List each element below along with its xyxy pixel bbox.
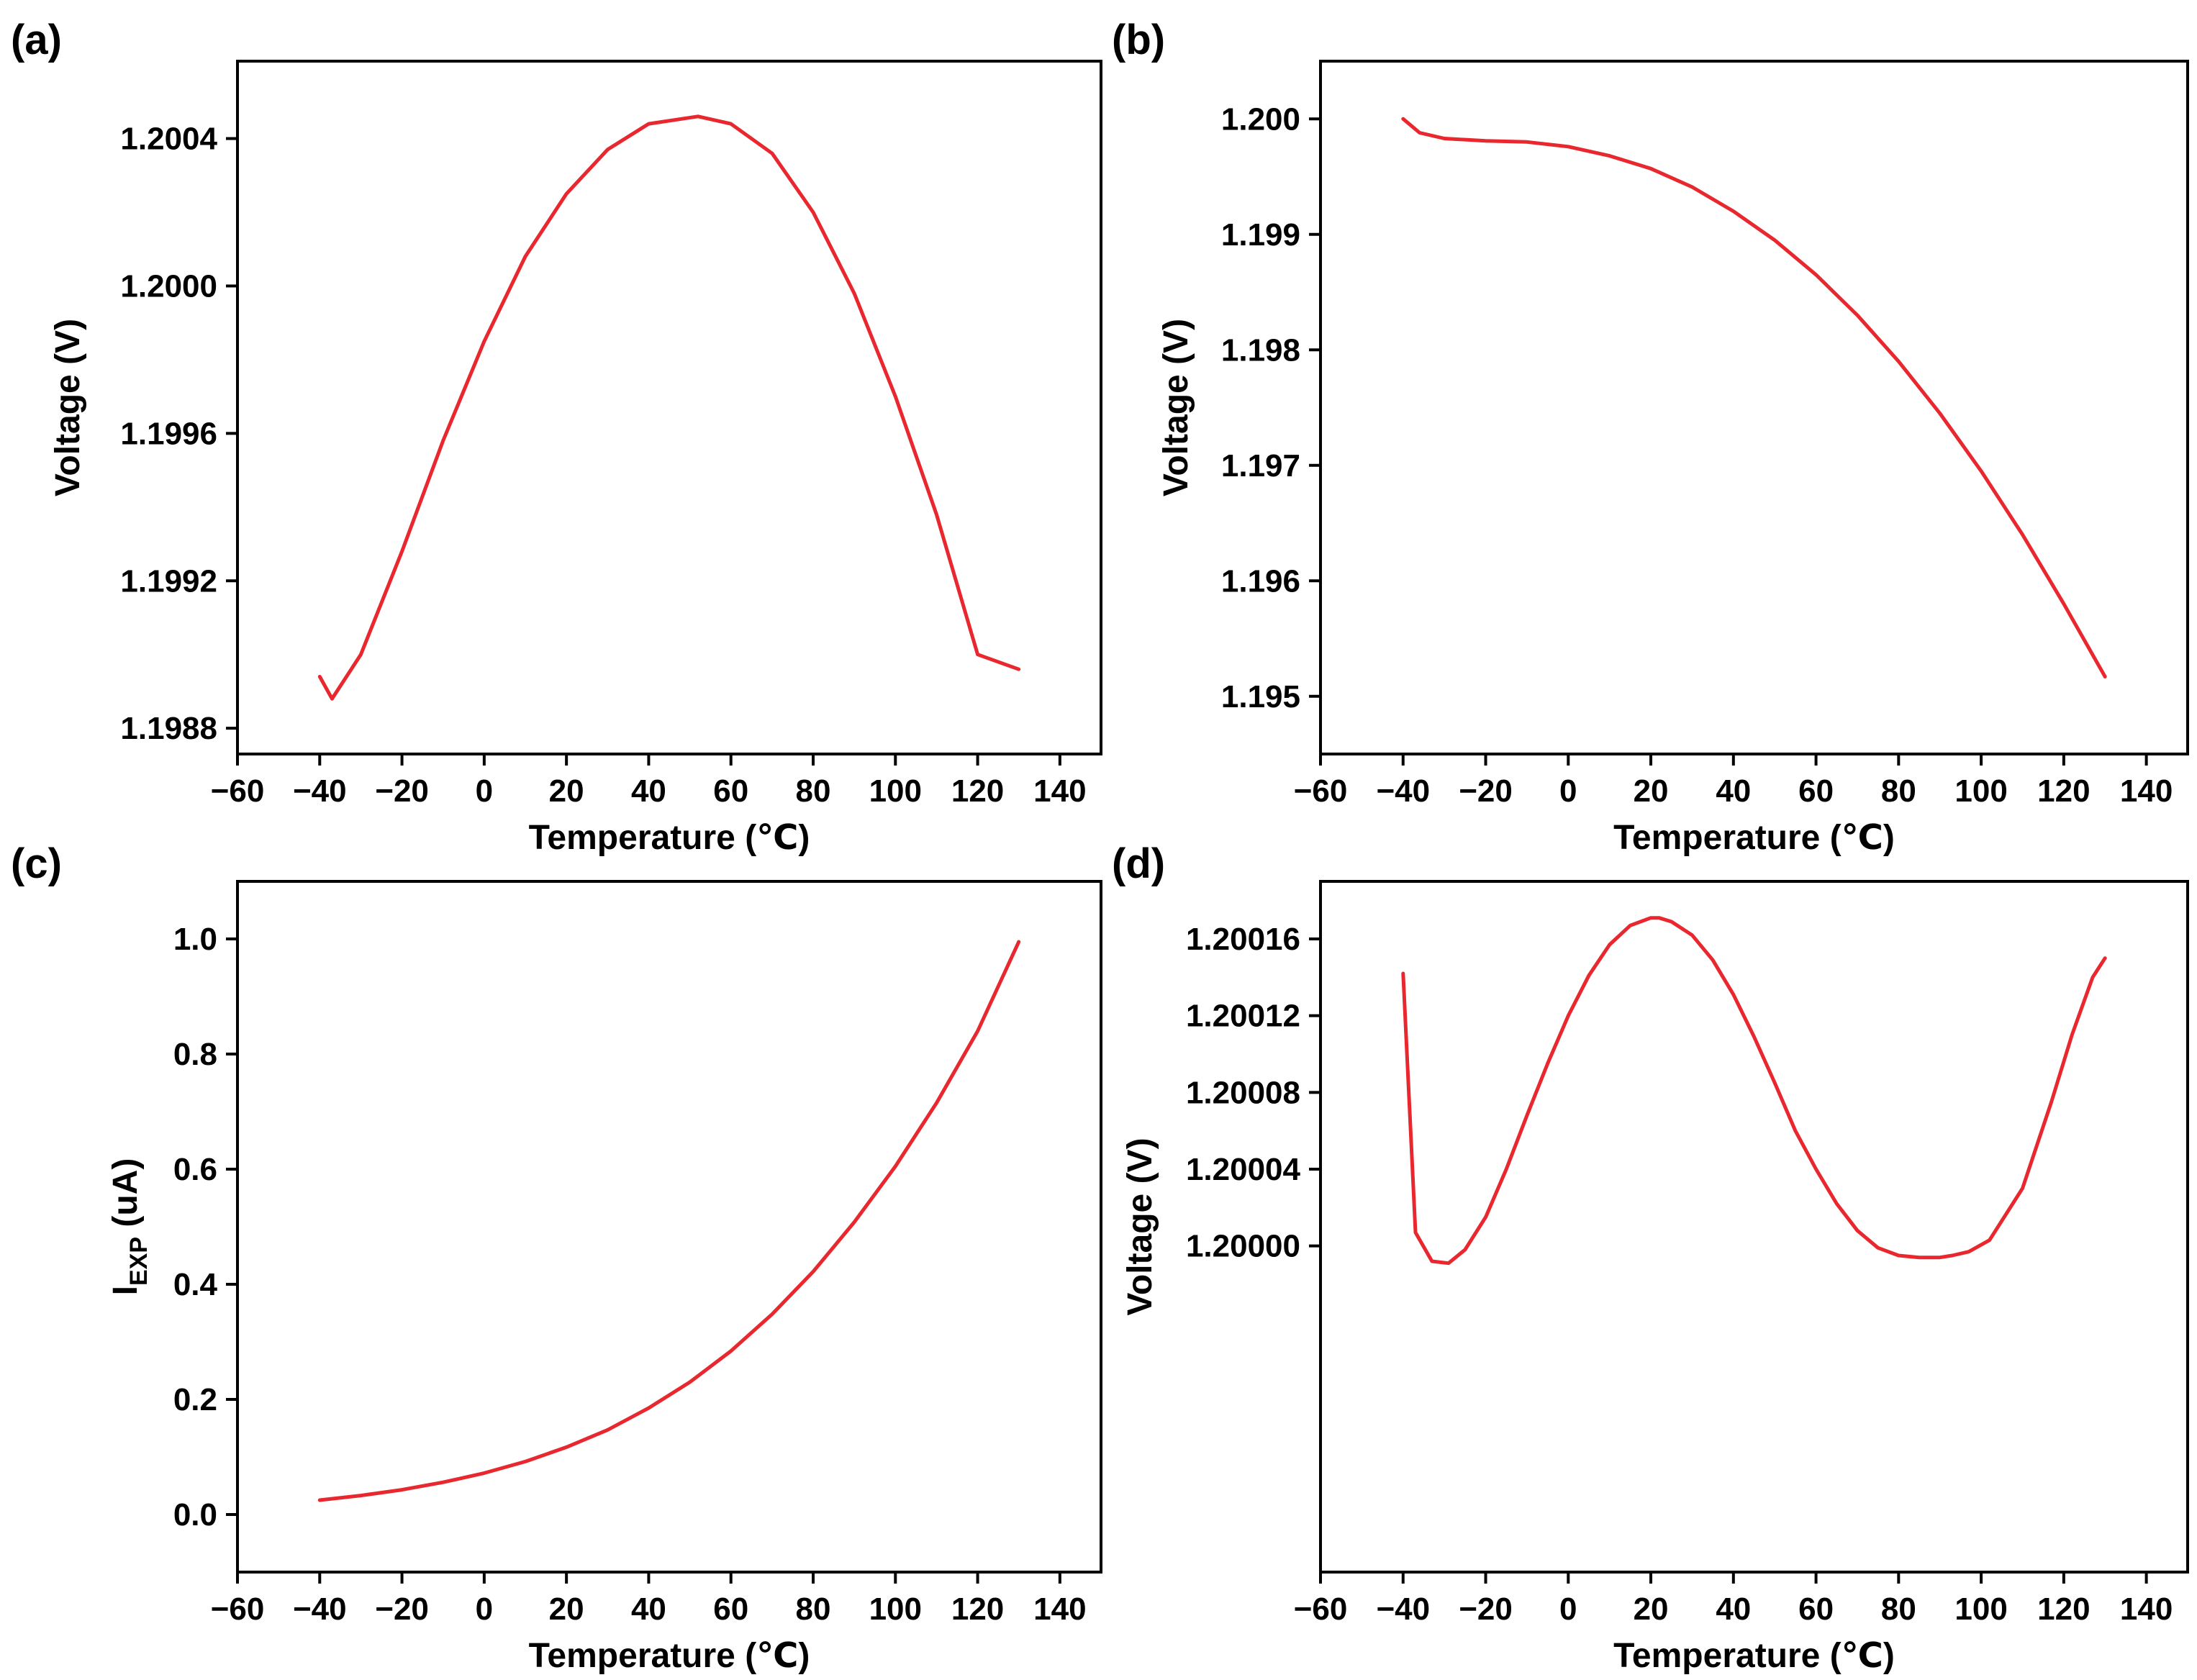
panel-label: (d) xyxy=(1112,840,1165,887)
chart-panel-b: (b) −60 −40 −20 0 20 40 60 80 100 120 140 1.195 1.196… xyxy=(1112,17,2189,857)
x-tick-label: 20 xyxy=(549,1592,584,1627)
y-tick-label: 1.2004 xyxy=(120,122,217,157)
x-tick-label: 80 xyxy=(1881,773,1916,809)
y-axis-title: Voltage (V) xyxy=(49,319,87,496)
x-axis-title: Temperature (℃) xyxy=(529,819,810,857)
y-tick-label: 0.6 xyxy=(173,1152,217,1187)
x-tick-label: −60 xyxy=(1294,773,1348,809)
x-tick-label: 120 xyxy=(2037,773,2090,809)
x-tick-label: −40 xyxy=(293,773,347,809)
y-axis-title: Voltage (V) xyxy=(1157,319,1195,496)
panel-label: (c) xyxy=(11,840,62,887)
plot-frame xyxy=(1319,60,2189,755)
x-tick-label: −40 xyxy=(1376,773,1430,809)
y-tick-label: 1.2000 xyxy=(120,268,217,304)
x-axis-title: Temperature (℃) xyxy=(1613,1637,1895,1675)
series-line-iexp xyxy=(317,940,1021,1502)
x-axis-title: Temperature (℃) xyxy=(1613,819,1895,857)
y-tick-label: 1.20016 xyxy=(1186,922,1300,957)
y-tick-label: 1.195 xyxy=(1221,679,1300,714)
x-tick-label: 120 xyxy=(951,773,1004,809)
x-tick-label: 140 xyxy=(2120,773,2173,809)
x-tick-label: 0 xyxy=(1559,1592,1577,1627)
x-tick-label: 20 xyxy=(1634,773,1669,809)
x-tick-label: 40 xyxy=(631,773,666,809)
x-tick-label: 100 xyxy=(1954,1592,2007,1627)
x-tick-label: 40 xyxy=(1716,773,1751,809)
panel-label: (b) xyxy=(1112,17,1165,63)
y-tick-label: 1.199 xyxy=(1221,217,1300,253)
panel-label: (a) xyxy=(11,17,62,63)
plot-frame xyxy=(236,880,1102,1574)
plot-frame xyxy=(1319,880,2189,1574)
x-tick-label: 80 xyxy=(796,1592,831,1627)
y-tick-label: 1.20012 xyxy=(1186,999,1300,1034)
x-tick-label: 40 xyxy=(631,1592,666,1627)
y-tick-label: 1.1996 xyxy=(120,416,217,451)
x-tick-label: −20 xyxy=(375,773,429,809)
x-tick-label: 140 xyxy=(1033,773,1086,809)
y-tick-label: 1.200 xyxy=(1221,101,1300,137)
y-tick-label: 1.20000 xyxy=(1186,1229,1300,1264)
y-tick-label: 1.0 xyxy=(173,922,217,957)
chart-panel-c: (c) −60 −40 −20 0 20 40 60 80 100 120 140 0.0 0.2 0.4 0… xyxy=(11,840,1102,1675)
y-tick-label: 0.2 xyxy=(173,1382,217,1417)
x-tick-label: 0 xyxy=(1559,773,1577,809)
x-tick-label: 80 xyxy=(1881,1592,1916,1627)
y-tick-label: 1.20004 xyxy=(1186,1152,1301,1187)
x-tick-label: −60 xyxy=(211,1592,265,1627)
series-line-voltage xyxy=(1401,117,2107,678)
x-tick-label: −60 xyxy=(211,773,265,809)
x-tick-label: 100 xyxy=(869,773,922,809)
x-tick-label: 80 xyxy=(796,773,831,809)
x-tick-label: 60 xyxy=(1798,1592,1834,1627)
x-tick-label: 100 xyxy=(1954,773,2007,809)
y-axis-title: Voltage (V) xyxy=(1121,1138,1159,1315)
chart-panel-a: (a) −60 −40 −20 0 20 40 60 80 100 120 140 1.1988 1.19… xyxy=(11,17,1102,857)
x-tick-label: 140 xyxy=(1033,1592,1086,1627)
series-line-voltage xyxy=(1401,916,2107,1266)
chart-panel-d: (d) −60 −40 −20 0 20 40 60 80 100 120 140 1.20000 1.2… xyxy=(1112,840,2189,1675)
x-tick-label: −40 xyxy=(1376,1592,1430,1627)
x-tick-label: 0 xyxy=(476,1592,493,1627)
y-tick-label: 0.8 xyxy=(173,1037,217,1072)
x-tick-label: −20 xyxy=(1459,773,1513,809)
y-tick-label: 0.4 xyxy=(173,1267,218,1302)
x-tick-label: 120 xyxy=(2037,1592,2090,1627)
x-tick-label: 120 xyxy=(951,1592,1004,1627)
x-tick-label: 140 xyxy=(2120,1592,2173,1627)
x-tick-label: 40 xyxy=(1716,1592,1751,1627)
x-tick-label: 60 xyxy=(1798,773,1834,809)
x-axis-title: Temperature (℃) xyxy=(529,1637,810,1675)
y-tick-label: 1.197 xyxy=(1221,448,1300,483)
x-tick-label: −60 xyxy=(1294,1592,1348,1627)
series-line-voltage xyxy=(317,114,1021,701)
x-tick-label: 60 xyxy=(713,773,748,809)
y-axis-title-main: I xyxy=(107,1286,145,1295)
x-tick-label: −20 xyxy=(1459,1592,1513,1627)
plot-frame xyxy=(236,60,1102,755)
y-tick-label: 0.0 xyxy=(173,1497,217,1533)
x-tick-label: −40 xyxy=(293,1592,347,1627)
x-tick-label: 100 xyxy=(869,1592,922,1627)
y-tick-label: 1.20008 xyxy=(1186,1075,1300,1110)
x-tick-label: −20 xyxy=(375,1592,429,1627)
x-tick-label: 20 xyxy=(1634,1592,1669,1627)
y-axis-title-sub: EXP xyxy=(125,1237,153,1286)
x-tick-label: 20 xyxy=(549,773,584,809)
x-tick-label: 0 xyxy=(476,773,493,809)
y-axis-title: IEXP (uA) xyxy=(107,1158,153,1296)
x-tick-label: 60 xyxy=(713,1592,748,1627)
y-tick-label: 1.1992 xyxy=(120,563,217,599)
y-tick-label: 1.198 xyxy=(1221,332,1300,368)
y-axis-title-unit: (uA) xyxy=(107,1158,145,1237)
y-tick-label: 1.1988 xyxy=(120,711,217,746)
y-tick-label: 1.196 xyxy=(1221,563,1300,599)
